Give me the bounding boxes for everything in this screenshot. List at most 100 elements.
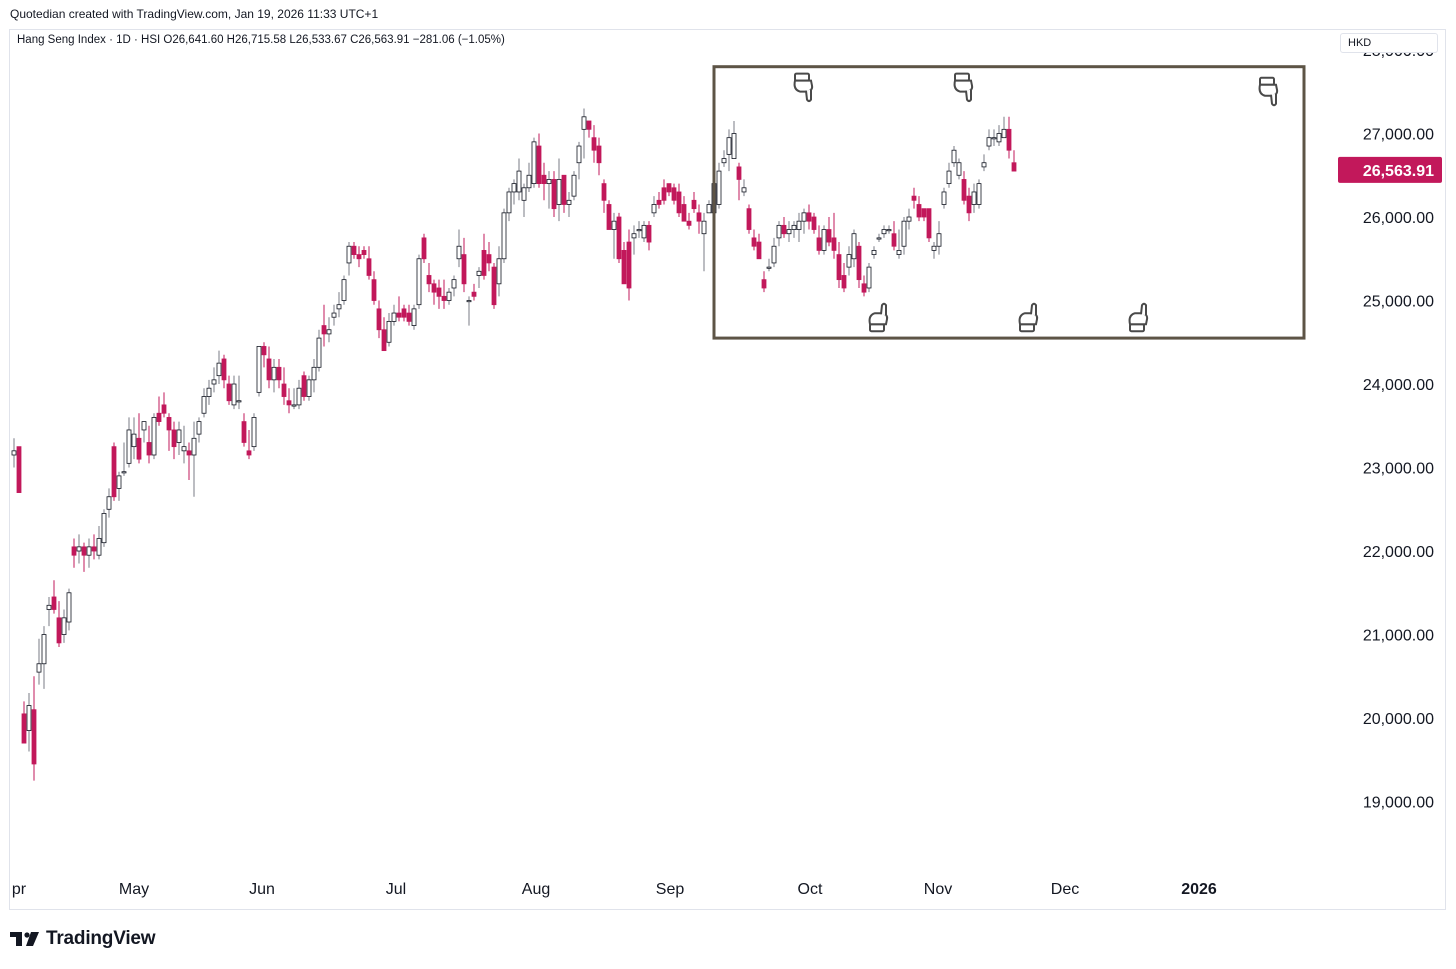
- candle-body: [751, 237, 757, 247]
- candle: [291, 388, 297, 410]
- candle-body: [356, 254, 362, 260]
- candle-body: [611, 220, 617, 230]
- candle-body: [16, 446, 22, 493]
- candle-body: [541, 174, 547, 185]
- candle: [256, 346, 262, 397]
- candle-body: [686, 220, 692, 226]
- x-tick-label: Nov: [924, 881, 952, 898]
- candle-body: [166, 417, 172, 431]
- candle-body: [326, 329, 332, 335]
- candle: [196, 417, 202, 443]
- y-tick-label: 22,000.00: [1363, 544, 1434, 561]
- y-tick-label: 25,000.00: [1363, 294, 1434, 311]
- candle: [441, 279, 447, 309]
- y-tick-label: 23,000.00: [1363, 461, 1434, 478]
- candle: [116, 471, 122, 501]
- candle-body: [701, 220, 707, 235]
- candle-body: [886, 229, 892, 232]
- candle: [701, 212, 707, 272]
- candle: [476, 267, 482, 288]
- candle: [146, 425, 152, 464]
- candle-body: [291, 404, 297, 407]
- candle-body: [731, 133, 737, 159]
- candle-body: [221, 358, 227, 381]
- candle-body: [86, 546, 92, 556]
- candle-body: [546, 179, 552, 185]
- candle-body: [846, 254, 852, 268]
- candle-body: [646, 224, 652, 243]
- candle: [121, 442, 127, 476]
- candle: [31, 676, 37, 781]
- candle-body: [296, 387, 302, 406]
- candle: [81, 542, 87, 572]
- candle: [781, 217, 787, 238]
- candle: [406, 304, 412, 326]
- candle-body: [471, 291, 477, 297]
- candle-body: [856, 245, 862, 281]
- candle-body: [386, 320, 392, 343]
- candle-body: [906, 216, 912, 222]
- candle: [526, 162, 532, 192]
- candle: [391, 304, 397, 326]
- candle-body: [411, 308, 417, 326]
- candle: [486, 242, 492, 272]
- hand-pointing-down-icon: [953, 72, 974, 103]
- candle: [16, 446, 22, 493]
- candle: [581, 108, 587, 159]
- candle-body: [361, 250, 367, 255]
- chart-frame: [9, 29, 1446, 910]
- x-tick-label: Jun: [249, 881, 275, 898]
- candle: [416, 254, 422, 309]
- candle: [951, 146, 957, 167]
- candle: [241, 413, 247, 447]
- candle: [691, 191, 697, 213]
- candle-body: [161, 404, 167, 414]
- candle-body: [616, 216, 622, 260]
- candle-body: [151, 417, 157, 456]
- candle: [346, 242, 352, 276]
- candle-body: [651, 204, 657, 214]
- candle-body: [891, 233, 897, 247]
- candles-layer: [11, 108, 1017, 781]
- last-price-label: 26,563.91: [1363, 163, 1434, 180]
- candle-body: [766, 266, 772, 269]
- candle: [286, 388, 292, 414]
- candle: [831, 212, 837, 259]
- candle-body: [511, 183, 517, 193]
- candle: [496, 246, 502, 297]
- candle-body: [466, 300, 472, 303]
- candle: [771, 237, 777, 268]
- candle: [366, 246, 372, 280]
- candle: [916, 196, 922, 222]
- candle-body: [926, 208, 932, 239]
- candle-body: [451, 279, 457, 289]
- currency-selector[interactable]: HKD: [1340, 33, 1438, 53]
- candle: [86, 538, 92, 568]
- candle: [376, 300, 382, 339]
- candle-body: [781, 224, 787, 235]
- candle: [421, 233, 427, 263]
- candle-body: [1011, 162, 1017, 172]
- candle: [786, 221, 792, 243]
- candle: [606, 200, 612, 230]
- candle-body: [406, 312, 412, 322]
- candle: [356, 246, 362, 268]
- candle-body: [911, 195, 917, 201]
- candle: [871, 246, 877, 259]
- candle-body: [206, 387, 212, 397]
- x-tick-label: Sep: [656, 881, 685, 898]
- candle: [881, 225, 887, 238]
- candle: [306, 375, 312, 401]
- candle-body: [816, 237, 822, 251]
- candle-body: [951, 149, 957, 164]
- candle-body: [996, 133, 1002, 143]
- candle-body: [1001, 128, 1007, 139]
- x-tick-label: pr: [12, 881, 27, 898]
- candle: [371, 271, 377, 305]
- candle-body: [741, 187, 747, 193]
- candle: [636, 221, 642, 238]
- candle: [91, 534, 97, 560]
- candle-body: [71, 546, 77, 556]
- x-tick-label: Dec: [1051, 881, 1079, 898]
